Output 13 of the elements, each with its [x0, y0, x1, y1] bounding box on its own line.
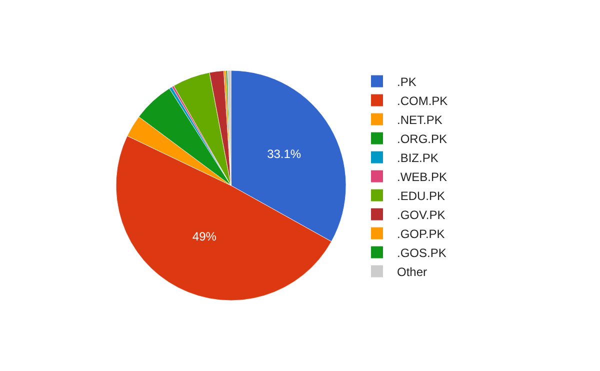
legend-label: .WEB.PK — [397, 170, 448, 184]
data-label: 49% — [192, 230, 217, 244]
legend-label: .GOS.PK — [397, 246, 446, 260]
legend-label: .GOP.PK — [397, 226, 445, 241]
legend-label: .PK — [397, 74, 416, 89]
legend-label: .COM.PK — [397, 94, 448, 108]
legend-label: .ORG.PK — [397, 132, 448, 146]
legend-label: .GOV.PK — [397, 208, 446, 222]
legend-label: .EDU.PK — [397, 188, 446, 203]
data-label: 33.1% — [267, 147, 302, 162]
legend-label: Other — [397, 264, 428, 279]
legend-label: .BIZ.PK — [397, 150, 438, 165]
legend-label: .NET.PK — [397, 112, 442, 127]
